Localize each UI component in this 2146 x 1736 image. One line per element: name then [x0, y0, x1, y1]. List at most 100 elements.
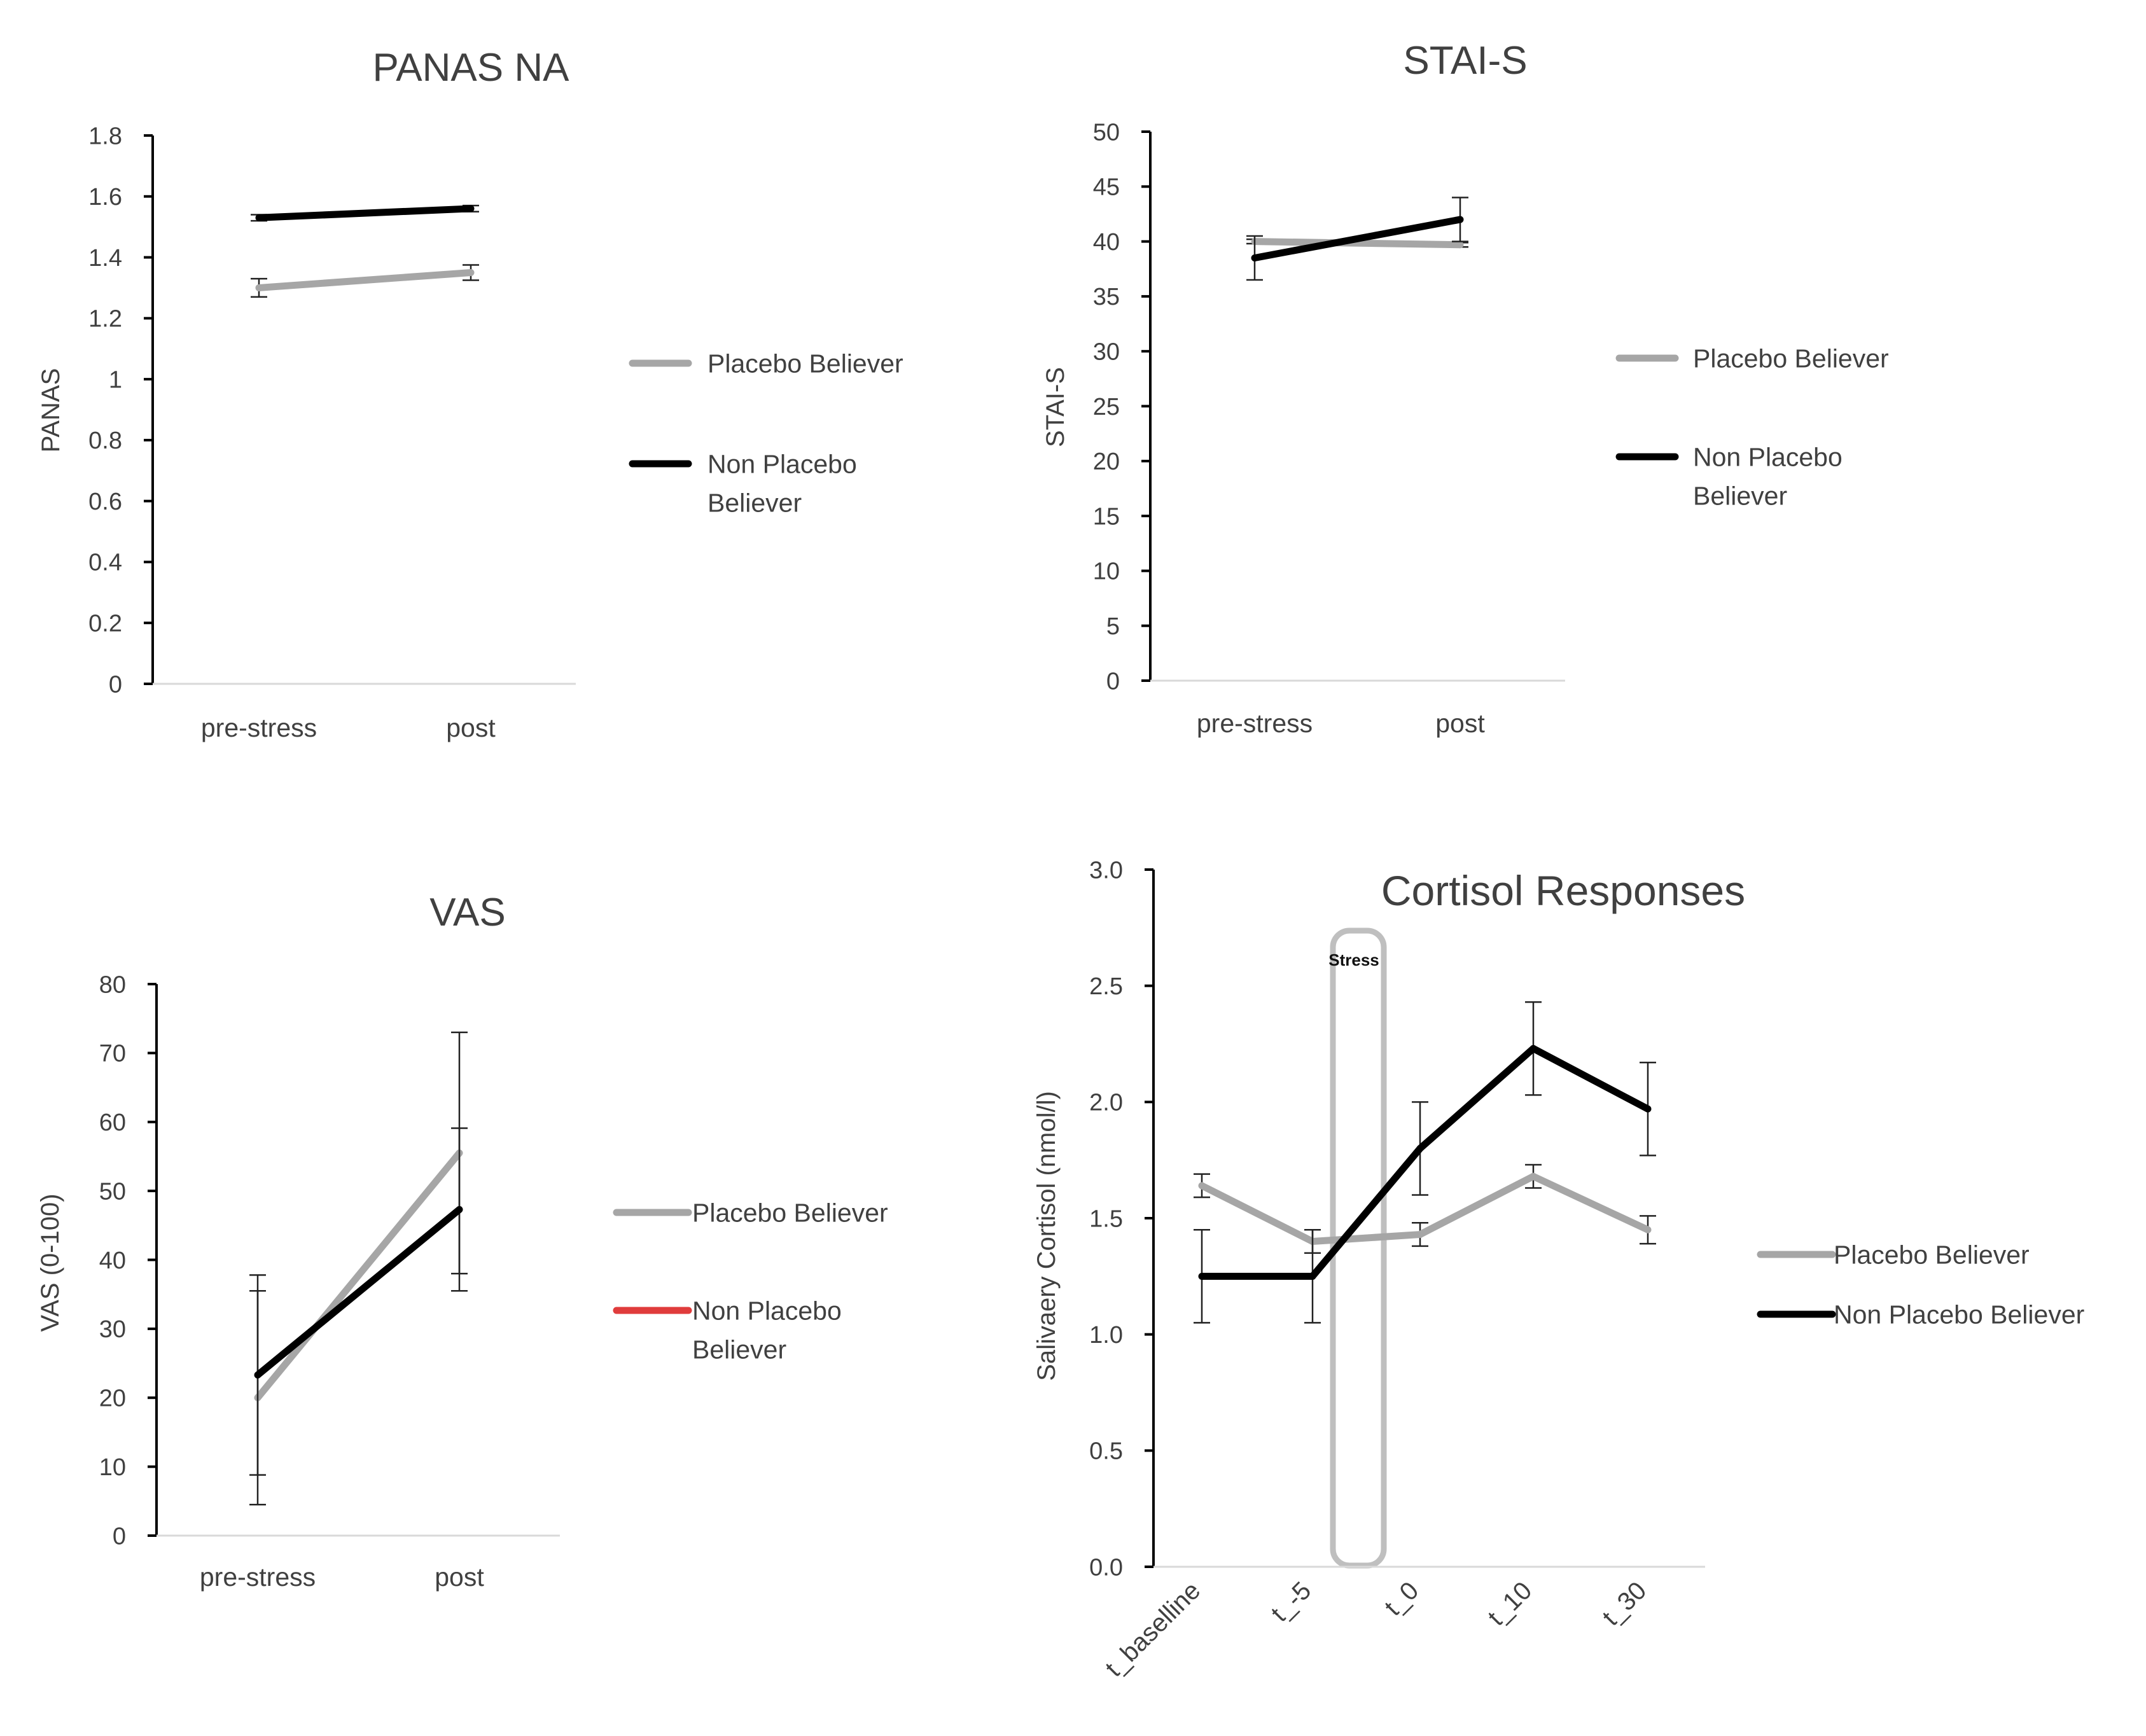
vas-x-tick-label: post — [435, 1562, 484, 1592]
vas-y-tick-label: 50 — [99, 1178, 126, 1205]
cortisol-placebo-point — [1198, 1182, 1206, 1190]
stai-series-placebo — [1246, 238, 1468, 249]
vas-y-tick-label: 70 — [99, 1041, 126, 1067]
cortisol-x-tick-label: t_30 — [1597, 1576, 1652, 1631]
panas-y-tick-label: 1.8 — [88, 123, 122, 149]
vas-chart: VAS VAS (0-100) 0 10 20 30 40 50 60 70 80 pre-stres… — [36, 891, 888, 1592]
cortisol-non_placebo-point — [1309, 1272, 1316, 1280]
cortisol-non_placebo-point — [1529, 1045, 1537, 1052]
cortisol-placebo-line — [1200, 1172, 1650, 1246]
panas-legend-non_placebo: Non Placebo Believer — [629, 449, 857, 517]
stai-y-tick-label: 40 — [1093, 229, 1120, 256]
stai-y-tick-label: 30 — [1093, 339, 1120, 366]
cortisol-non_placebo-point — [1644, 1105, 1652, 1113]
panas-y-tick-label: 1.6 — [88, 184, 122, 211]
stai-y-tick-label: 50 — [1093, 119, 1120, 146]
panas-y-tick-label: 1.4 — [88, 245, 122, 272]
stai-series-non_placebo — [1246, 197, 1468, 281]
stai-non_placebo-point — [1456, 216, 1464, 223]
vas-series-placebo — [249, 1031, 468, 1506]
vas-legend-non_placebo: Non Placebo Believer — [613, 1296, 842, 1364]
legend-label: Placebo Believer — [1834, 1240, 2030, 1269]
cortisol-placebo-point — [1416, 1231, 1424, 1239]
legend-label: Non Placebo — [1693, 442, 1843, 471]
vas-non_placebo-line — [255, 1207, 462, 1378]
cortisol-non_placebo-point — [1198, 1272, 1206, 1280]
stai-legend-placebo: Placebo Believer — [1615, 344, 1889, 373]
stai-x-tick-label: post — [1435, 709, 1485, 738]
panas-y-tick-label: 0.8 — [88, 427, 122, 454]
panas-placebo-point — [467, 269, 475, 276]
stai-non_placebo-point — [1251, 254, 1258, 261]
vas-series-non_placebo — [249, 1127, 468, 1476]
stai-y-axis-label: STAI-S — [1042, 367, 1070, 447]
panas-legend-placebo: Placebo Believer — [629, 349, 903, 378]
legend-label: Believer — [692, 1335, 786, 1364]
panas-y-tick-label: 1 — [109, 366, 122, 393]
stai-y-tick-label: 10 — [1093, 559, 1120, 585]
vas-y-tick-label: 10 — [99, 1454, 126, 1481]
cortisol-x-tick-label: t_-5 — [1266, 1576, 1317, 1627]
stai-y-tick-label: 45 — [1093, 174, 1120, 201]
vas-y-tick-label: 30 — [99, 1316, 126, 1343]
legend-label: Believer — [1693, 481, 1787, 510]
panas-non_placebo-line — [258, 205, 471, 221]
panas-y-tick-label: 0 — [109, 671, 122, 698]
cortisol-placebo-point — [1644, 1226, 1652, 1233]
vas-y-tick-label: 0 — [113, 1523, 126, 1550]
vas-y-tick-label: 80 — [99, 971, 126, 998]
panas-x-tick-label: post — [446, 713, 496, 742]
cortisol-y-tick-label: 1.5 — [1089, 1205, 1123, 1232]
legend-label: Non Placebo — [707, 449, 857, 478]
stai-x-tick-label: pre-stress — [1197, 709, 1313, 738]
stai-y-tick-label: 15 — [1093, 503, 1120, 530]
legend-label: Placebo Believer — [707, 349, 903, 378]
cortisol-y-tick-label: 2.0 — [1089, 1090, 1123, 1116]
vas-y-tick-label: 60 — [99, 1109, 126, 1136]
stai-y-tick-label: 0 — [1106, 668, 1120, 695]
panas-placebo-line — [258, 269, 471, 291]
vas-title: VAS — [429, 891, 505, 934]
vas-y-axis-label: VAS (0-100) — [36, 1193, 64, 1331]
legend-label: Non Placebo — [692, 1296, 842, 1325]
cortisol-series-placebo — [1194, 1163, 1656, 1254]
cortisol-placebo-point — [1529, 1172, 1537, 1180]
vas-legend-placebo: Placebo Believer — [613, 1198, 888, 1227]
stress-label: Stress — [1328, 950, 1379, 969]
cortisol-title: Cortisol Responses — [1381, 867, 1745, 914]
stai-legend-non_placebo: Non Placebo Believer — [1615, 442, 1843, 510]
cortisol-non_placebo-line — [1202, 1045, 1650, 1280]
panas-series-non_placebo — [251, 204, 479, 222]
panas-placebo-point — [255, 284, 263, 291]
legend-label: Placebo Believer — [1693, 344, 1889, 373]
panas-non_placebo-point — [255, 214, 263, 221]
cortisol-chart: Stress Cortisol Responses Salivaery Cortis… — [1033, 857, 2084, 1682]
cortisol-y-tick-label: 1.0 — [1089, 1322, 1123, 1349]
panas-title: PANAS NA — [373, 46, 570, 90]
stai-y-tick-label: 25 — [1093, 394, 1120, 420]
legend-label: Believer — [707, 488, 802, 517]
stai-y-tick-label: 5 — [1106, 613, 1120, 640]
panas-non_placebo-point — [467, 205, 475, 212]
cortisol-x-tick-label: t_10 — [1482, 1576, 1537, 1631]
cortisol-non_placebo-point — [1416, 1144, 1424, 1152]
cortisol-y-tick-label: 3.0 — [1089, 857, 1123, 884]
stai-placebo-line — [1254, 238, 1461, 249]
cortisol-y-tick-label: 0.0 — [1089, 1554, 1123, 1581]
vas-non_placebo-point — [456, 1205, 463, 1213]
panas-y-axis-label: PANAS — [37, 368, 65, 453]
cortisol-x-tick-label: t_0 — [1379, 1576, 1424, 1621]
vas-y-tick-label: 40 — [99, 1247, 126, 1274]
panas-y-tick-label: 0.6 — [88, 489, 122, 515]
vas-placebo-line — [254, 1151, 463, 1400]
cortisol-series-non_placebo — [1194, 1001, 1656, 1324]
stai-chart: STAI-S STAI-S 0 5 10 15 20 25 30 35 40 45 50 pre-stre… — [1042, 39, 1889, 738]
panas-y-tick-label: 0.2 — [88, 611, 122, 637]
panas-chart: PANAS NA PANAS 0 0.2 0.4 0.6 0.8 1 1.2 1.4 1.6 1.8 p… — [37, 46, 903, 742]
cortisol-y-tick-label: 2.5 — [1089, 973, 1123, 1000]
panas-x-tick-label: pre-stress — [201, 713, 317, 742]
stai-y-tick-label: 20 — [1093, 448, 1120, 475]
panas-y-tick-label: 1.2 — [88, 306, 122, 333]
cortisol-y-axis-label: Salivaery Cortisol (nmol/l) — [1033, 1091, 1061, 1381]
